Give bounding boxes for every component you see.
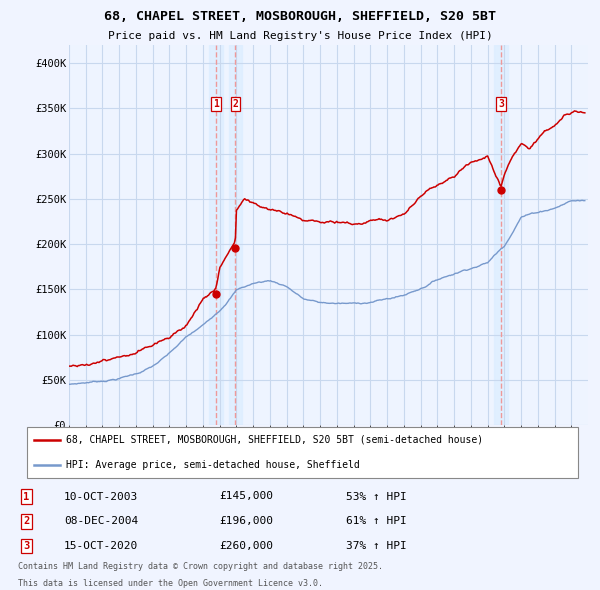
Text: 53% ↑ HPI: 53% ↑ HPI — [346, 491, 407, 502]
Text: £145,000: £145,000 — [220, 491, 274, 502]
Bar — [494, 45, 508, 425]
Text: Contains HM Land Registry data © Crown copyright and database right 2025.: Contains HM Land Registry data © Crown c… — [18, 562, 383, 571]
Text: 61% ↑ HPI: 61% ↑ HPI — [346, 516, 407, 526]
Bar — [209, 45, 223, 425]
Text: This data is licensed under the Open Government Licence v3.0.: This data is licensed under the Open Gov… — [18, 579, 323, 588]
Text: £196,000: £196,000 — [220, 516, 274, 526]
Text: 68, CHAPEL STREET, MOSBOROUGH, SHEFFIELD, S20 5BT: 68, CHAPEL STREET, MOSBOROUGH, SHEFFIELD… — [104, 10, 496, 23]
Text: 3: 3 — [498, 99, 504, 109]
Text: 08-DEC-2004: 08-DEC-2004 — [64, 516, 138, 526]
Text: 68, CHAPEL STREET, MOSBOROUGH, SHEFFIELD, S20 5BT (semi-detached house): 68, CHAPEL STREET, MOSBOROUGH, SHEFFIELD… — [66, 435, 483, 445]
Text: £260,000: £260,000 — [220, 541, 274, 551]
Text: HPI: Average price, semi-detached house, Sheffield: HPI: Average price, semi-detached house,… — [66, 460, 359, 470]
Text: 2: 2 — [232, 99, 238, 109]
Text: 3: 3 — [23, 541, 29, 551]
Bar — [229, 45, 242, 425]
Text: 15-OCT-2020: 15-OCT-2020 — [64, 541, 138, 551]
Text: 1: 1 — [213, 99, 219, 109]
Text: 1: 1 — [23, 491, 29, 502]
Text: 10-OCT-2003: 10-OCT-2003 — [64, 491, 138, 502]
Text: Price paid vs. HM Land Registry's House Price Index (HPI): Price paid vs. HM Land Registry's House … — [107, 31, 493, 41]
Text: 37% ↑ HPI: 37% ↑ HPI — [346, 541, 407, 551]
Text: 2: 2 — [23, 516, 29, 526]
FancyBboxPatch shape — [27, 427, 578, 478]
